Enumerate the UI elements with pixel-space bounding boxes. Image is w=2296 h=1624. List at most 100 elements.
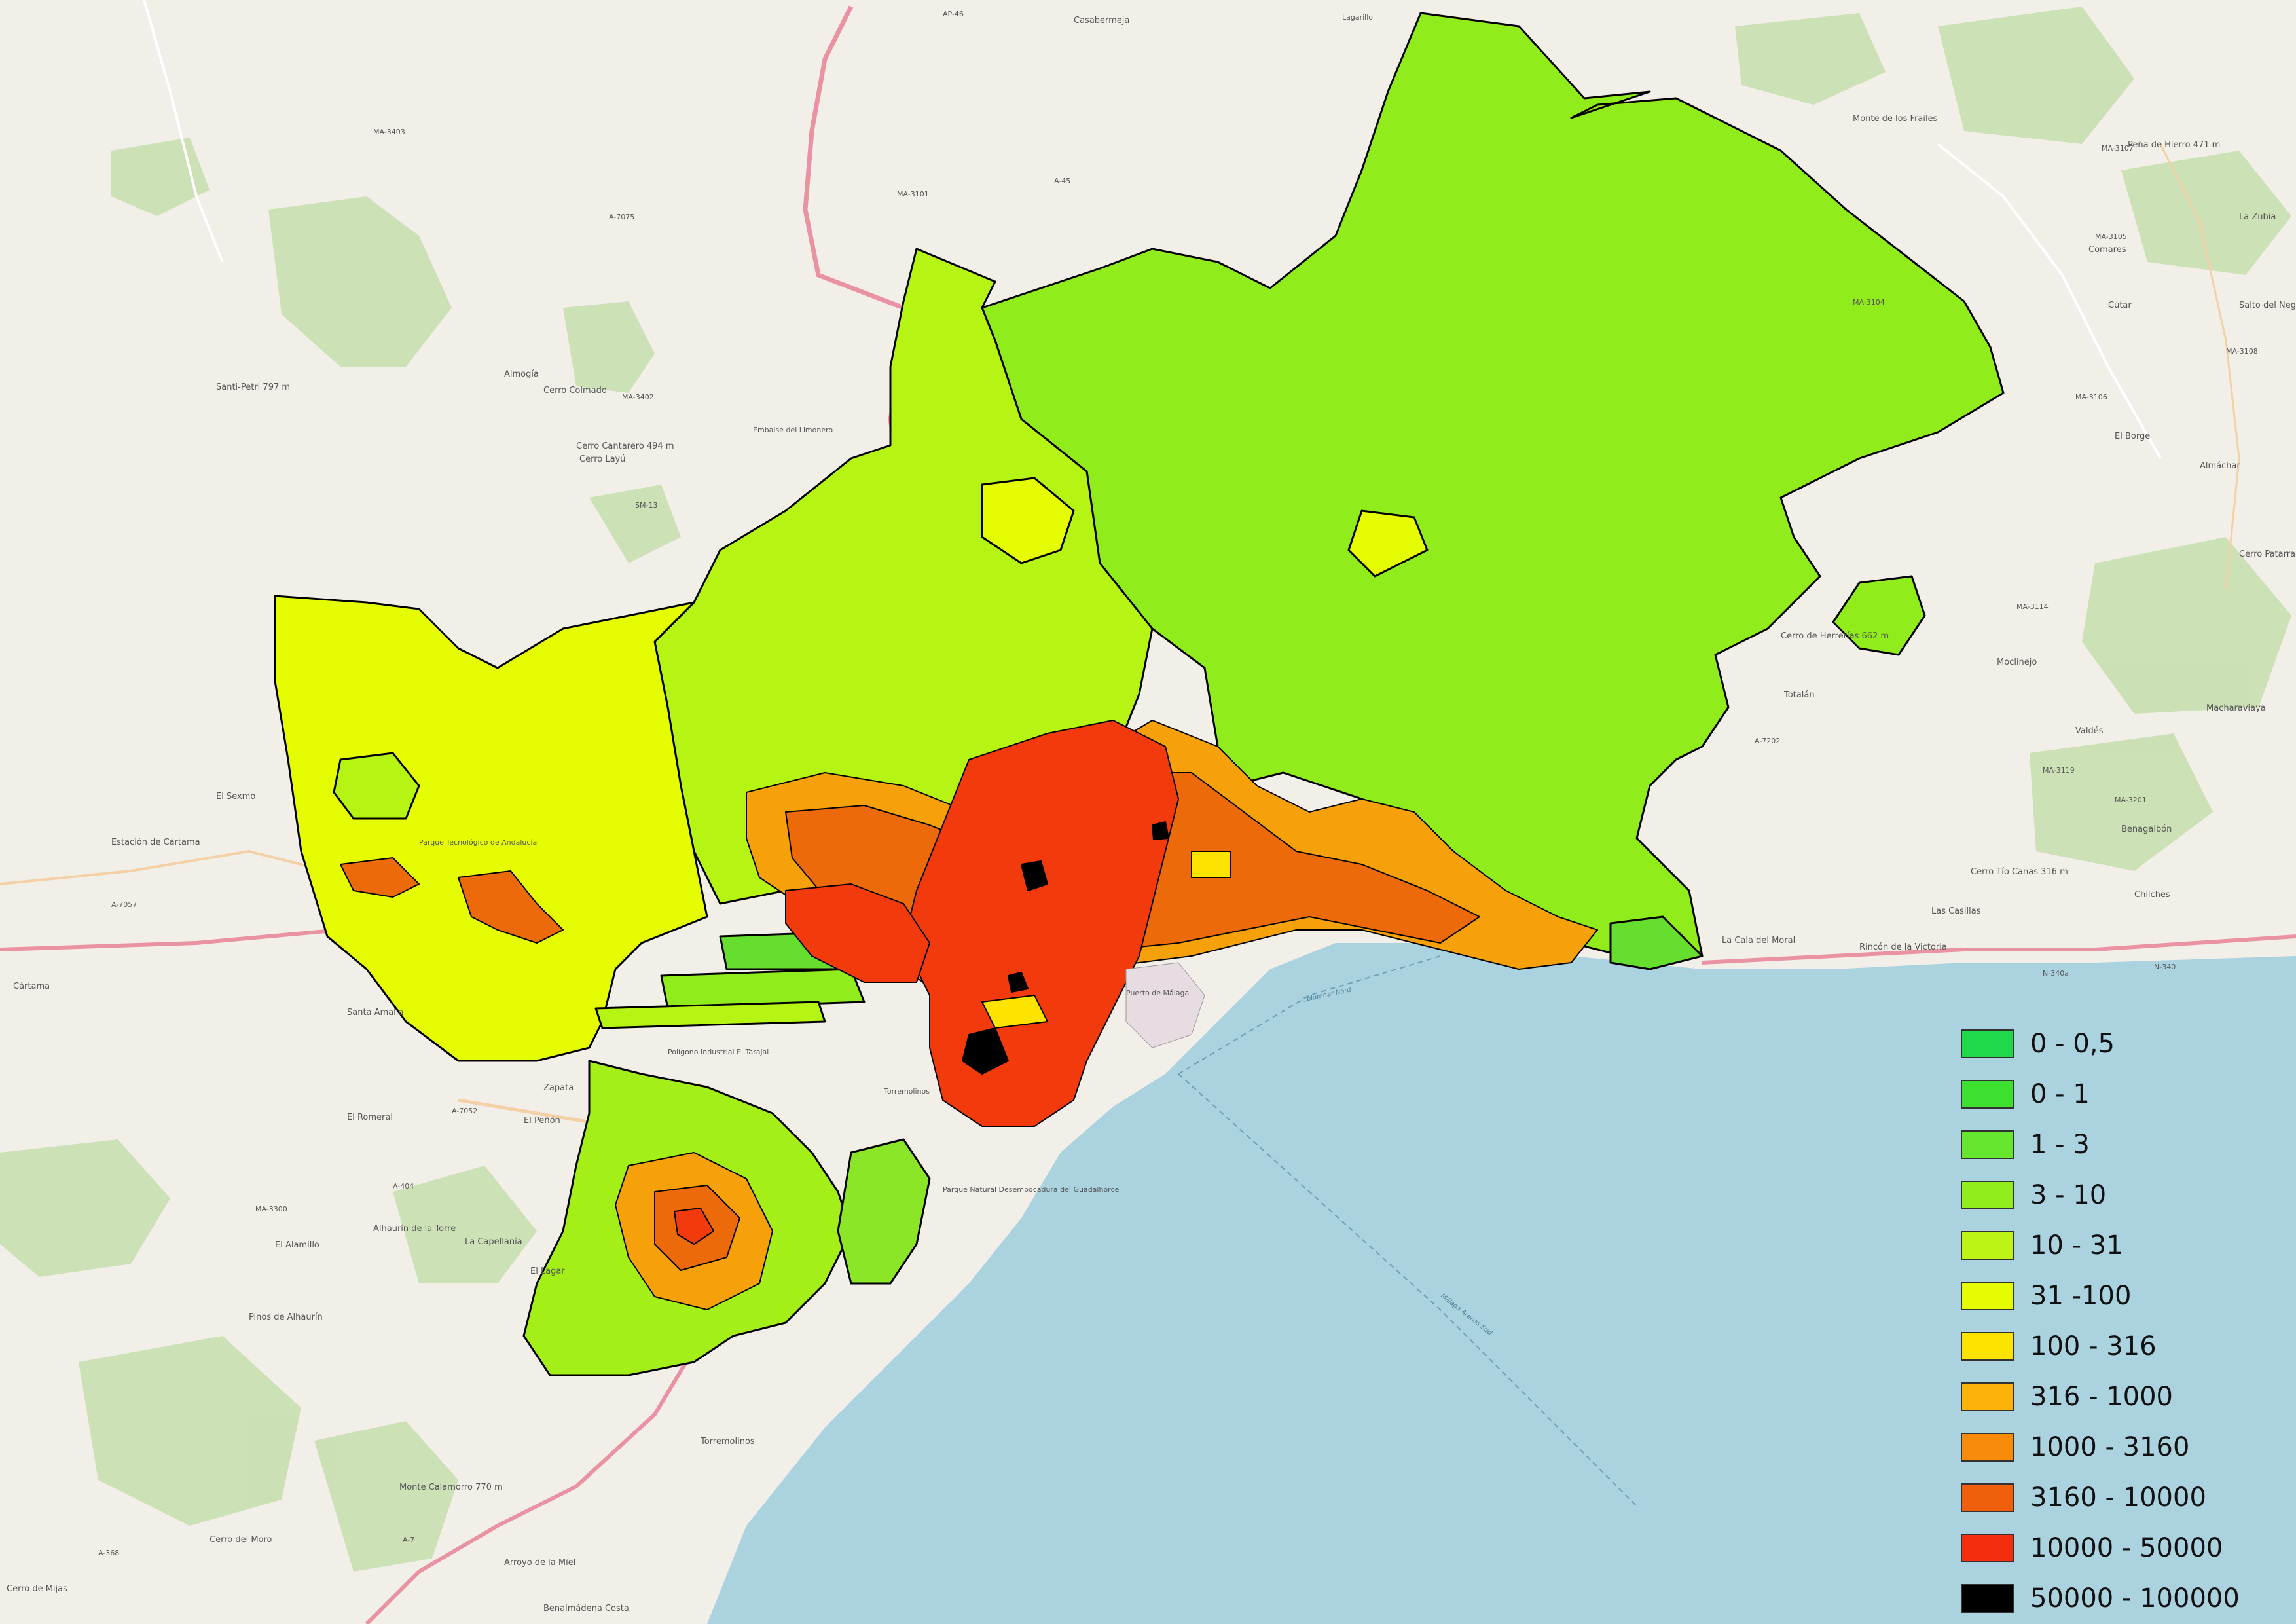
sea [707,943,2296,1624]
place-label: Macharaviaya [2206,703,2266,713]
district-south-strip[interactable] [837,1138,931,1285]
legend-item: 316 - 1000 [1961,1371,2275,1422]
place-label: Cerro del Moro [210,1535,272,1545]
place-label: Cútar [2108,301,2132,310]
district-north-islet[interactable] [981,477,1075,564]
legend-label: 3160 - 10000 [2030,1482,2206,1513]
legend-swatch [1961,1130,2014,1159]
place-label: Santa Amalia [347,1008,403,1018]
place-label: Las Casillas [1931,906,1981,916]
place-label: Estación de Cártama [111,838,200,847]
road-label: SM-13 [635,501,657,509]
district-airport-strip-3[interactable] [594,1001,826,1029]
district-west-islet[interactable] [333,752,420,820]
road-label: A-7075 [609,213,634,221]
road-label: A-7202 [1755,737,1780,745]
place-label: Cerro Cantarero 494 m [576,441,674,451]
district-north-east[interactable] [981,12,2005,964]
road-label: MA-3119 [2043,766,2075,775]
district-old-town-1[interactable] [1021,860,1048,891]
place-label: Salto del Negro [2239,301,2296,310]
road-label: A-404 [393,1182,414,1190]
legend-item: 0 - 0,5 [1961,1018,2275,1069]
legend-label: 316 - 1000 [2030,1381,2174,1412]
place-label: Benalmádena Costa [543,1604,629,1614]
road-label: MA-3403 [373,128,405,136]
district-city-yellow[interactable] [981,995,1048,1029]
legend-swatch [1961,1483,2014,1512]
legend-item: 10000 - 50000 [1961,1522,2275,1573]
place-label: Almogía [504,369,539,379]
district-old-town-2[interactable] [962,1027,1009,1075]
district-west-orange-2[interactable] [340,857,420,898]
place-label: Cártama [13,982,50,991]
road-label: MA-3106 [2075,393,2107,401]
place-label: Torremolinos [883,1087,930,1096]
road-label: MA-3101 [897,190,929,198]
road-label: A-7057 [111,900,137,909]
place-label: Lagarillo [1342,13,1373,22]
road-label: MA-3108 [2226,347,2258,356]
place-label: El Alamillo [275,1240,319,1250]
place-label: Cerro Patarra 483 m [2239,549,2296,559]
district-airport-strip-2[interactable] [660,968,866,1010]
place-label: Rincón de la Victoria [1859,942,1947,952]
place-label: Totalán [1783,690,1815,700]
district-ne-islet[interactable] [1832,575,1926,656]
place-label: Zapata [543,1083,574,1093]
legend-item: 3160 - 10000 [1961,1472,2275,1522]
place-label: Cerro de Mijas [7,1584,67,1594]
road-label: A-368 [98,1549,119,1557]
district-east-coastal[interactable] [1609,915,1704,970]
road-labels: AP-46 A-45 MA-3403 MA-3101 A-7075 MA-340… [98,10,2258,1557]
district-old-town-4[interactable] [1152,821,1169,840]
road-label: N-340a [2043,969,2069,978]
place-label: Santi-Petri 797 m [216,382,290,392]
district-west-orange[interactable] [458,870,564,944]
legend: 0 - 0,5 0 - 1 1 - 3 3 - 10 10 - 31 31 -1… [1961,1018,2275,1623]
place-label: El Sexmo [216,792,255,802]
legend-item: 1000 - 3160 [1961,1422,2275,1472]
road-label: A-7 [403,1536,414,1544]
place-label: El Borge [2115,432,2150,441]
district-city-core-west[interactable] [785,883,930,983]
legend-label: 50000 - 100000 [2030,1583,2240,1614]
district-city-yellow-2[interactable] [1191,851,1231,878]
place-label: Cerro Colmado [543,386,607,396]
port-area [1125,962,1205,1048]
place-label: La Cala del Moral [1722,936,1795,946]
place-label: La Zubia [2239,212,2276,222]
district-old-town-3[interactable] [1008,972,1029,993]
place-label: El Peñón [524,1116,560,1126]
road-label: MA-3402 [622,393,654,401]
road-label: AP-46 [943,10,964,18]
place-label: Embalse del Limonero [753,426,833,434]
place-label: Almáchar [2200,461,2240,471]
place-label: El Romeral [347,1113,393,1122]
place-label: Torremolinos [700,1437,755,1447]
maritime-boundaries [1178,955,1637,1507]
legend-item: 31 -100 [1961,1270,2275,1321]
district-sw-red[interactable] [674,1208,714,1245]
legend-item: 10 - 31 [1961,1220,2275,1270]
legend-swatch [1961,1533,2014,1562]
road-label: A-7052 [452,1107,477,1115]
place-label: Parque Tecnológico de Andalucía [419,838,537,847]
legend-item: 50000 - 100000 [1961,1573,2275,1623]
place-label: Comares [2088,245,2126,255]
district-north-islet-2[interactable] [1347,509,1429,578]
road-label: MA-3300 [255,1205,287,1213]
legend-label: 10000 - 50000 [2030,1532,2223,1563]
road-label: MA-3107 [2102,144,2134,153]
place-label: Monte de los Frailes [1853,114,1938,124]
place-label: Peña de Hierro 471 m [2128,140,2220,150]
place-label: Valdés [2075,726,2104,736]
place-label: Parque Natural Desembocadura del Guadalh… [943,1185,1120,1194]
district-west[interactable] [274,595,708,1062]
legend-label: 1 - 3 [2030,1129,2090,1160]
legend-item: 3 - 10 [1961,1170,2275,1220]
legend-item: 100 - 316 [1961,1321,2275,1371]
urban-districts[interactable] [340,720,1598,1310]
road-label: MA-3201 [2115,796,2147,804]
